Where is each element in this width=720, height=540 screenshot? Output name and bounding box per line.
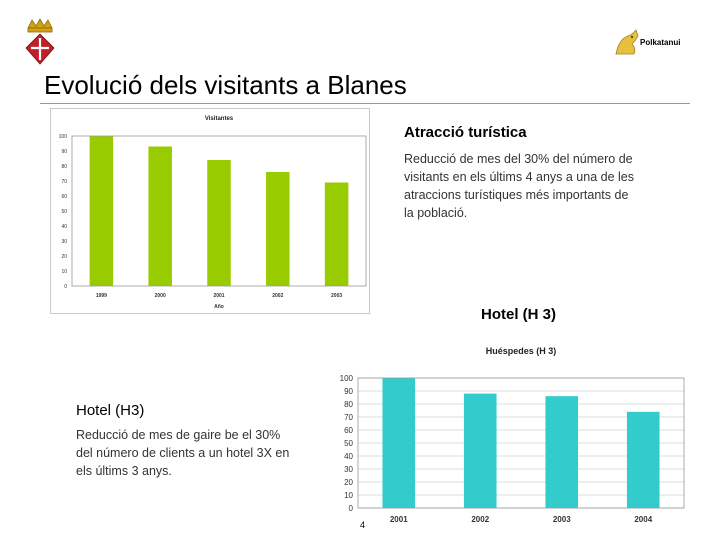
y-tick-label: 80 [61,164,67,170]
municipal-crest-icon [25,18,55,65]
x-tick-label: 2000 [155,293,166,299]
hotel-description: Reducció de mes de gaire be el 30% del n… [76,428,290,478]
y-tick-label: 30 [61,239,67,245]
chart-title: Visitantes [205,116,234,122]
x-tick-label: 2003 [331,293,342,299]
y-tick-label: 100 [340,374,354,383]
y-tick-label: 60 [61,194,67,200]
x-tick-label: 1999 [96,293,107,299]
attraction-description: Reducció de mes del 30% del número de vi… [404,152,634,220]
chart-title: Huéspedes (H 3) [486,346,557,356]
guests-bar-chart: Huéspedes (H 3) 0 10 20 30 40 50 60 70 80 90 100 200… [340,346,685,524]
y-tick-label: 20 [61,254,67,260]
x-tick-label: 2003 [553,515,571,524]
attraction-heading: Atracció turística [404,124,527,141]
hotel-heading: Hotel (H3) [76,402,145,419]
x-tick-label: 2004 [634,515,652,524]
hotel-chart-heading: Hotel (H 3) [481,306,556,323]
bar [545,396,579,508]
x-tick-label: 2001 [213,293,224,299]
y-tick-label: 40 [344,452,353,461]
y-tick-label: 0 [64,284,67,290]
y-tick-label: 70 [344,413,353,422]
slide-title: Evolució dels visitants a Blanes [44,70,407,100]
x-axis-label: Año [214,304,224,310]
y-tick-label: 70 [61,179,67,185]
bar [207,160,231,286]
bar [626,411,660,508]
bar [148,146,172,286]
bar [324,182,349,286]
x-tick-label: 2001 [390,515,408,524]
y-tick-label: 50 [61,209,67,215]
x-tick-label: 2002 [471,515,489,524]
y-tick-label: 80 [344,400,353,409]
y-tick-label: 90 [61,149,67,155]
y-tick-label: 90 [344,387,353,396]
y-tick-label: 0 [349,504,354,513]
dragon-logo-icon [615,29,639,55]
y-tick-label: 40 [61,224,67,230]
bar [266,172,290,286]
bar [382,378,416,508]
bar [89,136,114,286]
title-divider [40,103,690,104]
y-tick-label: 50 [344,439,353,448]
page-number: 4 [360,520,366,530]
brand-label: Polkatanui [640,38,681,47]
x-tick-label: 2002 [272,293,283,299]
visitors-bar-chart: Visitantes 0 10 20 30 40 50 60 70 80 90 100 1999 2000… [50,108,370,314]
y-tick-label: 30 [344,465,353,474]
y-tick-label: 60 [344,426,353,435]
y-tick-label: 10 [344,491,353,500]
plot-border [357,377,685,509]
y-tick-label: 10 [61,269,67,275]
plot-border [71,135,367,287]
y-tick-label: 20 [344,478,353,487]
bar [463,393,497,508]
y-tick-label: 100 [59,134,68,140]
